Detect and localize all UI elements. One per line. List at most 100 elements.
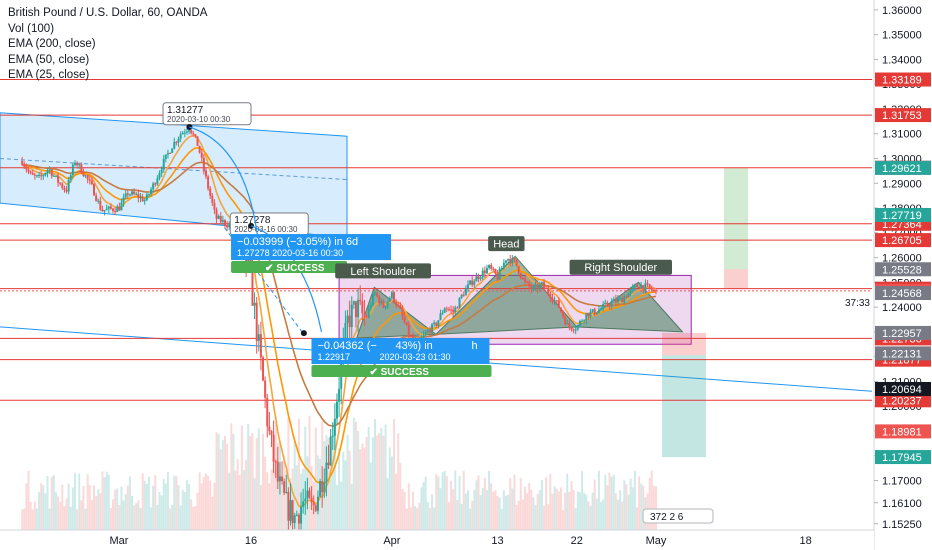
candle-body xyxy=(635,285,638,287)
volume-bar xyxy=(517,500,520,530)
candle-body xyxy=(135,193,138,195)
volume-bar xyxy=(479,495,482,530)
candle-body xyxy=(363,313,366,317)
candle-body xyxy=(490,264,493,269)
candle-body xyxy=(604,302,607,305)
candle-body xyxy=(397,305,400,307)
candle-body xyxy=(223,220,226,226)
volume-bar xyxy=(500,508,503,530)
candle-body xyxy=(625,296,628,298)
pin-box-high xyxy=(162,102,252,126)
volume-bar xyxy=(631,487,634,530)
volume-bar xyxy=(378,433,381,530)
indicator-ema-25[interactable]: EMA (25, close) xyxy=(8,69,90,81)
candle-body xyxy=(173,141,176,149)
volume-bar xyxy=(270,469,273,530)
volume-bar xyxy=(509,478,512,530)
candle-body xyxy=(162,158,165,170)
volume-bar xyxy=(35,508,38,530)
candle-body xyxy=(175,141,178,143)
success-text-2: ✔ SUCCESS xyxy=(369,367,429,378)
candle-body xyxy=(566,323,569,325)
volume-bar xyxy=(192,506,195,530)
volume-bar xyxy=(54,492,57,530)
volume-bar xyxy=(59,501,62,530)
volume-bar xyxy=(619,490,622,530)
candle-body xyxy=(380,301,383,304)
volume-bar xyxy=(447,502,450,530)
candle-body xyxy=(424,332,427,336)
candle-body xyxy=(447,309,450,311)
x-tick-label: 22 xyxy=(571,535,583,547)
volume-bar xyxy=(359,449,362,530)
candle-body xyxy=(287,491,290,521)
chart-title[interactable]: British Pound / U.S. Dollar, 60, OANDA xyxy=(8,7,208,19)
volume-bar xyxy=(105,471,108,530)
candle-body xyxy=(145,194,148,201)
pin-date-second: 2020-03-16 00:30 xyxy=(234,225,298,234)
volume-bar xyxy=(401,488,404,530)
volume-bar xyxy=(570,481,573,530)
volume-bar xyxy=(460,503,463,530)
volume-bar xyxy=(333,433,336,530)
candle-body xyxy=(253,302,256,306)
volume-bar xyxy=(591,492,594,530)
candle-body xyxy=(564,316,567,325)
volume-bar xyxy=(190,499,193,530)
candle-body xyxy=(316,496,319,511)
candle-body xyxy=(570,327,573,330)
volume-bar xyxy=(335,484,338,530)
volume-bar xyxy=(433,507,436,530)
volume-bar xyxy=(462,470,465,530)
volume-bar xyxy=(454,470,457,530)
candle-body xyxy=(150,189,153,195)
volume-bar xyxy=(428,507,431,530)
channel-midline xyxy=(0,158,348,181)
candle-body xyxy=(616,298,619,303)
volume-bar xyxy=(262,433,265,530)
volume-bar xyxy=(443,470,446,530)
candle-body xyxy=(154,183,157,185)
candle-body xyxy=(69,175,72,180)
candle-body xyxy=(473,281,476,285)
indicator-ema-200[interactable]: EMA (200, close) xyxy=(8,38,96,50)
candle-body xyxy=(228,224,231,228)
volume-bar xyxy=(126,485,129,530)
volume-bar xyxy=(92,485,95,530)
volume-bar xyxy=(572,490,575,530)
candle-body xyxy=(530,286,533,290)
candle-body xyxy=(365,316,368,318)
volume-bar xyxy=(576,491,579,530)
candle-body xyxy=(204,170,207,177)
volume-bar xyxy=(536,493,539,530)
candle-body xyxy=(344,322,347,343)
candle-body xyxy=(78,164,81,166)
volume-bar xyxy=(585,494,588,530)
candle-body xyxy=(266,397,269,427)
volume-bar xyxy=(164,483,167,530)
indicator-volume[interactable]: Vol (100) xyxy=(8,22,55,35)
volume-bar xyxy=(120,486,123,530)
candle-body xyxy=(504,260,507,263)
candle-body xyxy=(124,193,127,198)
measure-text-1: −0.03999 (−3.05%) in 6d xyxy=(237,236,358,248)
volume-bar xyxy=(435,474,438,530)
volume-bar xyxy=(84,508,87,530)
candle-body xyxy=(371,293,374,305)
volume-bar xyxy=(213,482,216,530)
volume-bar xyxy=(471,500,474,530)
axis-price-tag: 1.22957 xyxy=(882,328,922,340)
volume-bar xyxy=(287,418,290,530)
volume-bar xyxy=(450,480,453,530)
candle-body xyxy=(479,277,482,279)
volume-bar xyxy=(99,493,102,530)
candle-body xyxy=(192,133,195,135)
candle-body xyxy=(131,191,134,195)
indicator-ema-50[interactable]: EMA (50, close) xyxy=(8,53,90,66)
candle-body xyxy=(255,302,258,341)
candle-body xyxy=(213,202,216,210)
price-axis: 1.360001.350001.340001.330001.320001.310… xyxy=(845,0,932,550)
volume-bar xyxy=(249,435,252,530)
candle-body xyxy=(177,138,180,143)
